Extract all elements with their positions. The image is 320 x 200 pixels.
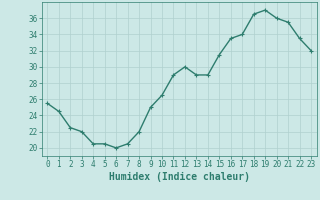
X-axis label: Humidex (Indice chaleur): Humidex (Indice chaleur) xyxy=(109,172,250,182)
